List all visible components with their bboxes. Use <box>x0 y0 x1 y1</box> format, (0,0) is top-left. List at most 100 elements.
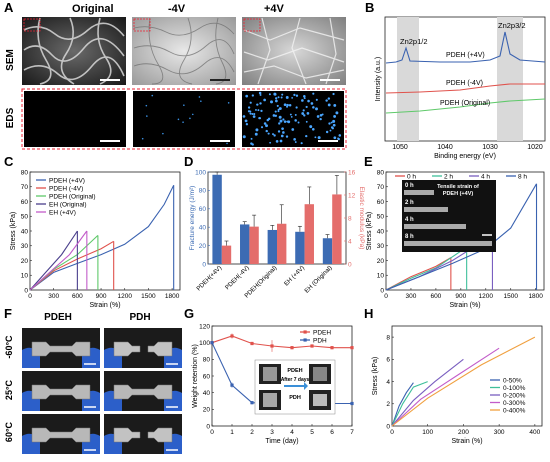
eds-dot <box>300 142 303 145</box>
eds-dot <box>294 141 297 143</box>
series-line <box>211 335 352 349</box>
eds-dot <box>277 96 280 99</box>
b-ylabel: Intensity (a.u.) <box>375 57 382 101</box>
eds-dot <box>282 118 285 121</box>
eds-dot <box>268 93 271 96</box>
eds-dot <box>258 91 262 95</box>
series-line <box>391 347 500 427</box>
plot-frame <box>391 325 543 427</box>
y-tick-label: 30 <box>21 243 29 250</box>
panel-label-b: B <box>365 0 374 15</box>
y-tick-label: 10 <box>377 273 385 280</box>
y-tick-label: 40 <box>377 228 385 235</box>
eds-dot <box>198 96 201 98</box>
y-tick-label: 50 <box>377 214 385 221</box>
eds-dot <box>294 119 297 122</box>
y-tick-label: 8 <box>386 334 390 341</box>
b-xtick-1040: 1040 <box>437 144 453 151</box>
chart-e: 0 300 600 900 1200 1500 1800 0 10 20 30 40 50 60 70 80 S… <box>366 169 545 309</box>
eds-dot <box>311 127 315 131</box>
eds-dot <box>270 100 274 104</box>
x-tick-label: 1800 <box>528 293 543 300</box>
e-inset-title-2: PDEH (+4V) <box>443 191 474 197</box>
x-tick-label: 1 <box>230 429 234 436</box>
x-tick-label: 300 <box>494 429 505 436</box>
panel-e: E 0 300 600 900 1200 1500 1800 0 10 20 30 40 50 60 70 8… <box>364 154 545 309</box>
eds-dot <box>254 132 258 136</box>
category-label: PDEH(-4V) <box>224 264 251 291</box>
x-tick-label: 4 <box>290 429 294 436</box>
panel-label-f: F <box>4 306 12 321</box>
b-xlabel: Binding energy (eV) <box>434 153 496 160</box>
eds-dot <box>325 99 328 102</box>
f-row-25: 25°C <box>4 379 14 400</box>
eds-dot <box>245 123 249 126</box>
eds-dot <box>315 98 318 101</box>
eds-dot <box>329 129 332 132</box>
bar-fracture-energy <box>267 229 277 264</box>
eds-dot <box>272 114 276 117</box>
x-tick-label: 1500 <box>504 293 519 300</box>
chart-h: 0 100 200 300 400 0 2 4 6 8 Strain (%) Stress (kPa)… <box>372 325 543 445</box>
eds-dot <box>325 130 329 134</box>
e-inset-title-1: Tensile strain of <box>437 184 479 190</box>
b-xtick-1030: 1030 <box>482 144 498 151</box>
e-inset-row-0h: 0 h <box>405 183 414 189</box>
eds-dot <box>285 135 289 138</box>
xps-line-original <box>385 98 546 114</box>
eds-dot <box>280 134 284 138</box>
e-inset-row-8h: 8 h <box>405 234 414 240</box>
b-xtick-1050: 1050 <box>392 144 408 151</box>
eds-dot <box>302 109 305 112</box>
data-point <box>250 401 254 405</box>
y-tick-label: 70 <box>21 184 29 191</box>
chart-g: 0 1 2 3 4 5 6 7 0 20 40 60 80 100 120 Time (day) Weight … <box>192 323 354 445</box>
eds-image-plus4v <box>242 91 344 147</box>
series-label-plus4v: PDEH (+4V) <box>446 52 485 59</box>
eds-dot <box>255 108 257 111</box>
y-tick-label: 120 <box>199 323 210 330</box>
eds-dot <box>306 112 310 115</box>
y-axis-label: Weight retention (%) <box>192 344 199 408</box>
eds-dot <box>189 117 191 120</box>
eds-dot <box>260 109 263 113</box>
eds-dot <box>327 103 331 107</box>
y-tick-label: 6 <box>386 357 390 364</box>
y-tick-label-right: 16 <box>348 169 356 176</box>
data-point <box>210 341 214 345</box>
eds-dot <box>286 105 289 108</box>
f-row-60: 60°C <box>4 421 14 442</box>
eds-dot <box>260 126 264 129</box>
panel-d: D 0 20 40 60 80 100 0 4 8 12 16 Fracture energy (J/… <box>184 154 365 300</box>
eds-dot <box>338 134 342 137</box>
eds-dot <box>274 110 277 113</box>
series-line <box>29 230 78 291</box>
data-point <box>230 334 234 338</box>
x-tick-label: 0 <box>390 429 394 436</box>
legend-label: 2 h <box>444 173 453 180</box>
eds-dot <box>277 130 281 133</box>
legend-label: 4 h <box>481 173 490 180</box>
eds-dot <box>305 134 308 138</box>
y-tick-label: 60 <box>199 206 207 213</box>
x-tick-label: 0 <box>28 293 32 300</box>
y-tick-label: 20 <box>377 258 385 265</box>
eds-dot <box>303 114 306 117</box>
peak-band-1 <box>397 17 419 141</box>
eds-dot <box>141 137 144 140</box>
eds-dot <box>250 137 253 140</box>
bar-fracture-energy <box>212 174 222 264</box>
x-tick-label: 400 <box>529 429 540 436</box>
series-line <box>391 381 428 427</box>
series-line <box>391 382 414 427</box>
panel-label-h: H <box>364 306 373 321</box>
eds-dot <box>162 132 164 135</box>
eds-dot <box>289 113 292 116</box>
x-tick-label: 7 <box>350 429 354 436</box>
panel-a: A Original -4V +4V SEM EDS <box>4 0 347 150</box>
eds-dot <box>291 96 294 99</box>
eds-dot <box>290 115 293 118</box>
eds-dot <box>245 94 249 98</box>
eds-dot <box>281 93 284 96</box>
